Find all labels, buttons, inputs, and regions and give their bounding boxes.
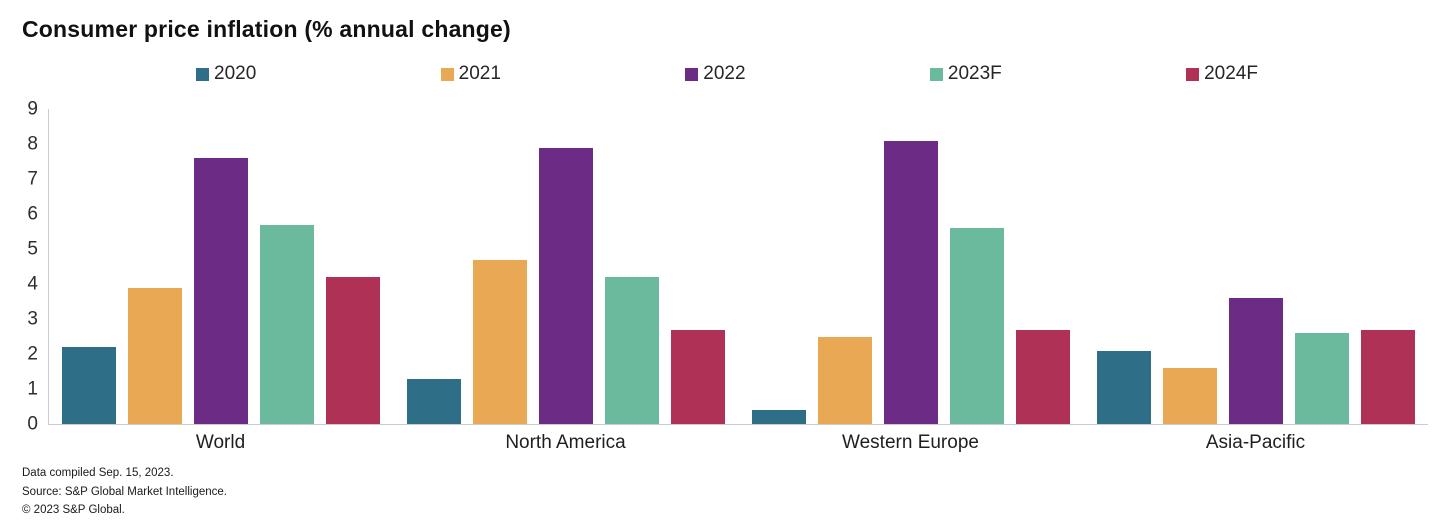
- legend-label: 2022: [703, 63, 746, 84]
- x-axis-label: World: [195, 432, 246, 453]
- plot-groups: [49, 109, 1428, 424]
- bar-group-western-europe: [739, 140, 1084, 424]
- legend-item-2022: 2022: [685, 63, 746, 85]
- y-tick-label: 4: [27, 273, 38, 295]
- legend-item-2021: 2021: [440, 63, 501, 85]
- legend-label: 2024F: [1204, 63, 1258, 84]
- bar-2021-north-america: [473, 259, 528, 424]
- footnote-copyright: © 2023 S&P Global.: [22, 504, 125, 516]
- bar-2024f-north-america: [671, 329, 726, 424]
- bar-2023f-north-america: [605, 277, 660, 424]
- y-tick-label: 2: [27, 343, 38, 365]
- legend: 2020 2021 2022 2023F 2024F: [196, 63, 1258, 85]
- legend-swatch: [685, 67, 699, 81]
- y-tick-label: 3: [27, 308, 38, 330]
- y-tick-label: 6: [27, 203, 38, 225]
- bar-2020-world: [62, 347, 117, 424]
- legend-label: 2020: [214, 63, 257, 84]
- y-tick-label: 7: [27, 168, 38, 190]
- bar-2022-north-america: [539, 147, 594, 424]
- legend-item-2023f: 2023F: [929, 63, 1002, 85]
- y-tick-label: 8: [27, 133, 38, 155]
- footnote-compiled: Data compiled Sep. 15, 2023.: [22, 467, 174, 479]
- chart-title: Consumer price inflation (% annual chang…: [22, 16, 511, 42]
- bar-2023f-western-europe: [949, 228, 1004, 424]
- bar-2020-north-america: [407, 378, 462, 424]
- bar-2024f-western-europe: [1015, 329, 1070, 424]
- legend-label: 2023F: [947, 63, 1002, 84]
- y-tick-label: 5: [27, 238, 38, 260]
- y-tick-label: 0: [27, 413, 38, 435]
- plot-area: 0 1 2 3 4 5 6 7 8 9: [27, 100, 1428, 434]
- footnote-source: Source: S&P Global Market Intelligence.: [22, 485, 227, 498]
- bar-2022-world: [194, 158, 249, 424]
- bar-2022-asia-pacific: [1228, 298, 1283, 424]
- x-axis-label: Western Europe: [842, 432, 979, 453]
- x-axis-labels: World North America Western Europe Asia-Pac…: [48, 432, 1428, 454]
- x-axis-label: Asia-Pacific: [1205, 432, 1306, 453]
- legend-swatch: [440, 67, 454, 81]
- bar-2021-asia-pacific: [1162, 368, 1217, 424]
- bar-2021-western-europe: [817, 336, 872, 424]
- bar-2020-asia-pacific: [1096, 350, 1151, 424]
- x-axis-label: North America: [505, 432, 626, 453]
- chart-area: 0 1 2 3 4 5 6 7 8 9: [27, 100, 1428, 434]
- legend-swatch: [929, 67, 943, 81]
- legend-swatch: [1186, 67, 1200, 81]
- legend-item-2020: 2020: [196, 63, 256, 85]
- bar-2024f-asia-pacific: [1360, 329, 1415, 424]
- bar-2020-western-europe: [751, 410, 806, 424]
- bar-2024f-world: [326, 277, 381, 424]
- bar-2021-world: [128, 287, 183, 424]
- bar-group-asia-pacific: [1083, 298, 1428, 424]
- bar-group-north-america: [394, 147, 739, 424]
- legend-item-2024f: 2024F: [1186, 63, 1258, 85]
- footnotes: Data compiled Sep. 15, 2023. Source: S&P…: [22, 464, 1438, 520]
- legend-label: 2021: [458, 63, 501, 84]
- bar-2023f-asia-pacific: [1294, 333, 1349, 424]
- bar-group-world: [49, 158, 394, 424]
- y-tick-label: 1: [27, 378, 38, 400]
- y-tick-label: 9: [27, 98, 38, 120]
- legend-swatch: [196, 67, 209, 81]
- bar-2022-western-europe: [883, 140, 938, 424]
- bar-2023f-world: [260, 224, 315, 424]
